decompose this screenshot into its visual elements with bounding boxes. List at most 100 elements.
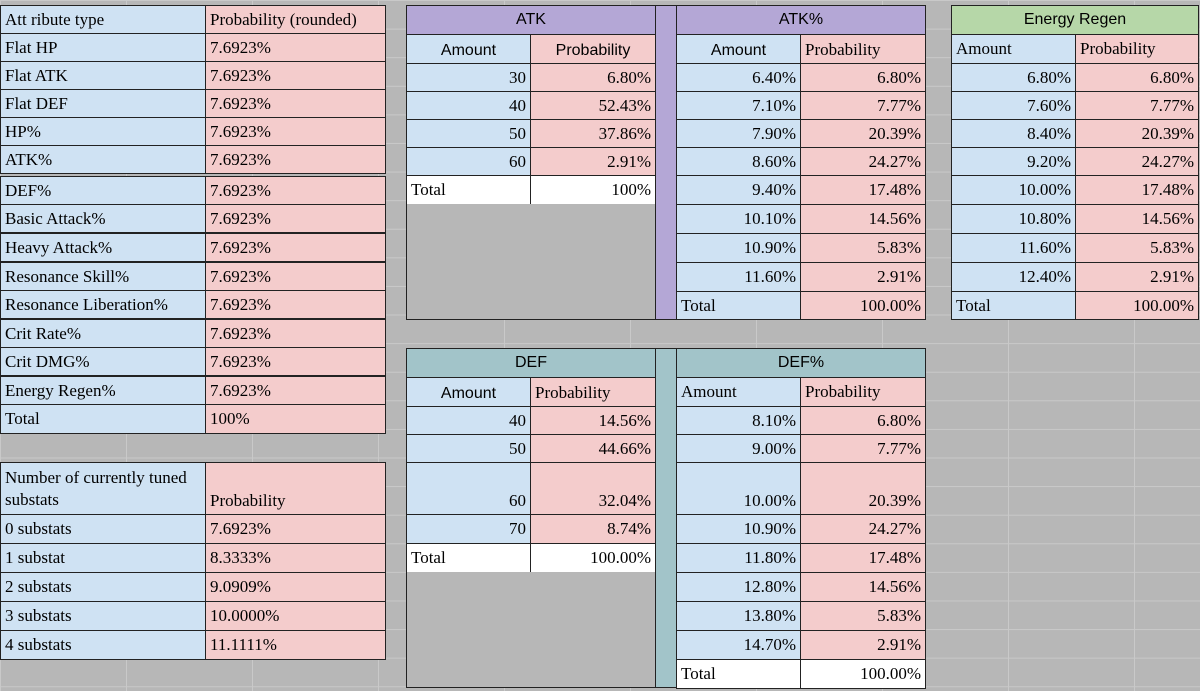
atk-probability: 6.80% — [530, 63, 656, 92]
atk-total-value: 100% — [530, 175, 656, 205]
atk-percent-probability: 17.48% — [800, 175, 926, 205]
def-amount: 70 — [406, 514, 531, 544]
atk-separator — [656, 5, 677, 320]
atk-probability: 37.86% — [530, 119, 656, 148]
atk-percent-amount: 6.40% — [676, 63, 801, 92]
energy-regen-probability: 24.27% — [1075, 147, 1199, 176]
attr-total-label: Total — [0, 404, 206, 434]
attr-header-probability: Probability (rounded) — [205, 5, 386, 34]
energy-regen-amount: 10.80% — [951, 204, 1076, 234]
def-percent-total-label: Total — [676, 659, 801, 689]
energy-regen-title: Energy Regen — [951, 5, 1199, 35]
energy-regen-amount: 11.60% — [951, 233, 1076, 263]
energy-regen-total-value: 100.00% — [1075, 291, 1199, 320]
def-percent-probability: 6.80% — [800, 406, 926, 435]
attr-row-value: 7.6923% — [205, 117, 386, 146]
substat-row-value: 11.1111% — [205, 630, 386, 660]
atk-probability: 52.43% — [530, 91, 656, 120]
attr-row-label: Crit DMG% — [0, 347, 206, 376]
atk-percent-amount: 7.90% — [676, 119, 801, 148]
attr-row-value: 7.6923% — [205, 319, 386, 348]
def-percent-probability: 17.48% — [800, 543, 926, 573]
def-percent-amount: 10.00% — [676, 462, 801, 515]
attr-row-label: ATK% — [0, 145, 206, 174]
energy-regen-total-label: Total — [951, 291, 1076, 320]
def-percent-header-probability: Probability — [800, 377, 926, 407]
def-probability: 14.56% — [530, 406, 656, 435]
energy-regen-amount: 7.60% — [951, 91, 1076, 120]
def-amount: 40 — [406, 406, 531, 435]
def-percent-title: DEF% — [676, 348, 926, 378]
energy-regen-amount: 8.40% — [951, 119, 1076, 148]
atk-percent-probability: 7.77% — [800, 91, 926, 120]
substat-row-value: 10.0000% — [205, 601, 386, 631]
def-percent-probability: 24.27% — [800, 514, 926, 544]
atk-percent-amount: 11.60% — [676, 262, 801, 292]
def-probability: 44.66% — [530, 434, 656, 463]
atk-percent-amount: 8.60% — [676, 147, 801, 176]
attr-row-value: 7.6923% — [205, 145, 386, 174]
attr-row-label: Crit Rate% — [0, 319, 206, 348]
attr-row-value: 7.6923% — [205, 290, 386, 319]
attr-row-value: 7.6923% — [205, 347, 386, 376]
atk-percent-probability: 14.56% — [800, 204, 926, 234]
attr-row-value: 7.6923% — [205, 89, 386, 118]
substat-row-value: 9.0909% — [205, 572, 386, 602]
substat-row-label: 0 substats — [0, 514, 206, 544]
energy-regen-header-probability: Probability — [1075, 34, 1199, 64]
atk-amount: 60 — [406, 147, 531, 176]
atk-percent-total-value: 100.00% — [800, 291, 926, 320]
energy-regen-probability: 14.56% — [1075, 204, 1199, 234]
def-percent-header-amount: Amount — [676, 377, 801, 407]
energy-regen-probability: 7.77% — [1075, 91, 1199, 120]
energy-regen-header-amount: Amount — [951, 34, 1076, 64]
atk-percent-probability: 6.80% — [800, 63, 926, 92]
energy-regen-probability: 5.83% — [1075, 233, 1199, 263]
atk-percent-amount: 10.90% — [676, 233, 801, 263]
attr-row-label: Flat DEF — [0, 89, 206, 118]
def-percent-probability: 7.77% — [800, 434, 926, 463]
atk-percent-title: ATK% — [676, 5, 926, 35]
substat-header-probability: Probability — [205, 462, 386, 515]
substat-row-value: 7.6923% — [205, 514, 386, 544]
energy-regen-probability: 17.48% — [1075, 175, 1199, 205]
def-percent-probability: 20.39% — [800, 462, 926, 515]
atk-header-probability: Probability — [530, 34, 656, 64]
atk-percent-probability: 2.91% — [800, 262, 926, 292]
substat-row-label: 1 substat — [0, 543, 206, 573]
attr-row-value: 7.6923% — [205, 204, 386, 233]
attr-total-value: 100% — [205, 404, 386, 434]
def-percent-amount: 13.80% — [676, 601, 801, 631]
def-percent-amount: 10.90% — [676, 514, 801, 544]
attr-row-value: 7.6923% — [205, 376, 386, 405]
def-amount: 60 — [406, 462, 531, 515]
substat-row-label: 4 substats — [0, 630, 206, 660]
def-empty-area — [406, 572, 656, 688]
def-percent-amount: 8.10% — [676, 406, 801, 435]
energy-regen-probability: 6.80% — [1075, 63, 1199, 92]
energy-regen-probability: 20.39% — [1075, 119, 1199, 148]
attr-row-label: Resonance Skill% — [0, 262, 206, 291]
attr-row-value: 7.6923% — [205, 33, 386, 62]
def-probability: 8.74% — [530, 514, 656, 544]
def-percent-probability: 2.91% — [800, 630, 926, 660]
energy-regen-amount: 9.20% — [951, 147, 1076, 176]
def-total-label: Total — [406, 543, 531, 573]
atk-probability: 2.91% — [530, 147, 656, 176]
def-amount: 50 — [406, 434, 531, 463]
def-total-value: 100.00% — [530, 543, 656, 573]
atk-percent-header-probability: Probability — [800, 34, 926, 64]
attr-row-value: 7.6923% — [205, 233, 386, 262]
atk-percent-amount: 10.10% — [676, 204, 801, 234]
atk-total-label: Total — [406, 175, 531, 205]
atk-empty-area — [406, 204, 656, 320]
attr-row-label: Basic Attack% — [0, 204, 206, 233]
def-percent-amount: 14.70% — [676, 630, 801, 660]
atk-percent-probability: 5.83% — [800, 233, 926, 263]
attr-row-label: Energy Regen% — [0, 376, 206, 405]
atk-percent-amount: 7.10% — [676, 91, 801, 120]
def-percent-amount: 11.80% — [676, 543, 801, 573]
attr-row-label: Resonance Liberation% — [0, 290, 206, 319]
atk-amount: 50 — [406, 119, 531, 148]
attr-row-label: Flat HP — [0, 33, 206, 62]
